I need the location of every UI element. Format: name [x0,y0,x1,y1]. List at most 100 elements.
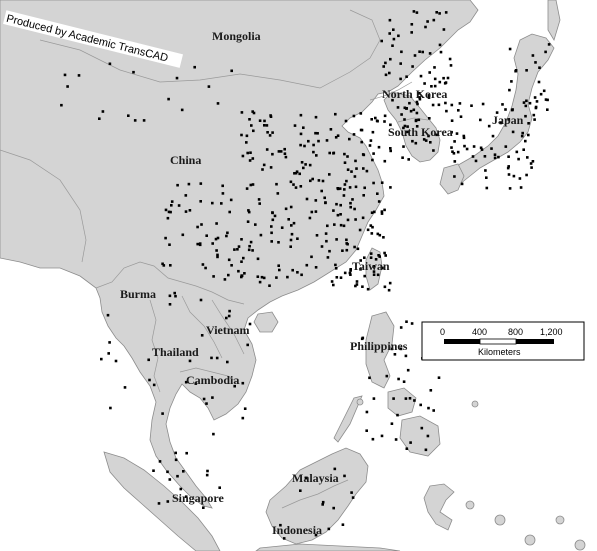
city-dot [164,236,167,240]
city-dot [184,210,188,213]
city-dot [270,231,273,235]
city-dot [127,114,130,117]
city-dot [299,113,303,117]
city-dot [333,223,336,226]
city-dot [216,102,220,105]
city-dot [453,175,456,178]
city-dot [299,143,302,147]
city-dot [325,239,328,243]
city-dot [225,316,228,320]
city-dot [332,151,336,155]
city-dot [314,210,318,213]
city-dot [263,119,266,123]
japan-islands [445,33,555,193]
city-dot [410,31,413,34]
city-dot [490,147,493,150]
city-dot [334,263,337,267]
city-dot [402,145,405,148]
city-dot [328,151,331,155]
city-dot [289,238,293,242]
city-dot [415,11,419,14]
city-dot [166,470,169,474]
city-dot [362,194,365,197]
city-dot [399,62,402,65]
city-dot [254,223,257,226]
city-dot [77,74,81,77]
city-dot [243,407,247,410]
city-dot [368,144,372,147]
city-dot [456,150,460,154]
city-dot [424,139,428,142]
city-dot [404,354,408,358]
city-dot [392,28,395,31]
city-dot [273,214,277,218]
city-dot [515,150,519,154]
city-dot [392,397,395,400]
city-dot [435,133,438,137]
city-dot [345,248,349,252]
city-dot [428,117,431,120]
city-dot [174,458,178,462]
city-dot [333,467,337,471]
city-dot [346,218,350,222]
city-dot [507,165,510,168]
city-dot [166,500,170,503]
city-dot [431,103,435,107]
city-dot [343,161,347,164]
city-dot [371,437,375,441]
city-dot [221,184,224,188]
city-dot [289,205,293,209]
city-dot [168,478,172,481]
city-dot [371,158,374,162]
scale-segment-dark [444,339,480,344]
city-dot [299,132,303,136]
city-dot [377,145,381,149]
city-dot [396,413,399,417]
city-dot [542,89,546,93]
city-dot [360,128,364,132]
city-dot [430,85,433,88]
city-dot [373,210,376,214]
city-dot [193,65,196,69]
city-dot [187,182,191,186]
city-dot [269,114,272,117]
city-dot [495,111,499,114]
city-dot [240,111,244,114]
city-dot [270,240,273,243]
city-dot [305,263,309,267]
city-dot [294,186,298,189]
city-dot [530,166,533,169]
city-dot [320,245,324,248]
city-dot [405,447,409,450]
city-dot [249,240,253,244]
city-dot [397,34,400,38]
city-dot [388,18,392,22]
city-dot [298,172,301,176]
label-cambodia: Cambodia [186,373,239,387]
city-dot [449,64,453,67]
city-dot [525,69,528,72]
city-dot [354,185,358,189]
city-dot [428,71,431,74]
scale-unit-label: Kilometers [478,347,521,357]
city-dot [359,259,362,262]
city-dot [406,368,410,372]
border-cambodia [179,367,241,385]
city-dot [348,137,351,141]
city-dot [339,213,342,216]
label-south-korea: South Korea [388,125,453,139]
city-dot [174,294,177,298]
city-dot [426,20,429,23]
city-dot [355,283,359,286]
city-dot [383,285,387,289]
city-dot [196,242,199,246]
city-dot [352,133,356,136]
city-dot [412,10,416,13]
city-dot [409,441,412,444]
city-dot [393,353,397,356]
city-dot [270,225,273,228]
city-dot [248,322,252,326]
city-dot [369,256,373,259]
city-dot [317,179,321,182]
city-dot [452,152,456,155]
